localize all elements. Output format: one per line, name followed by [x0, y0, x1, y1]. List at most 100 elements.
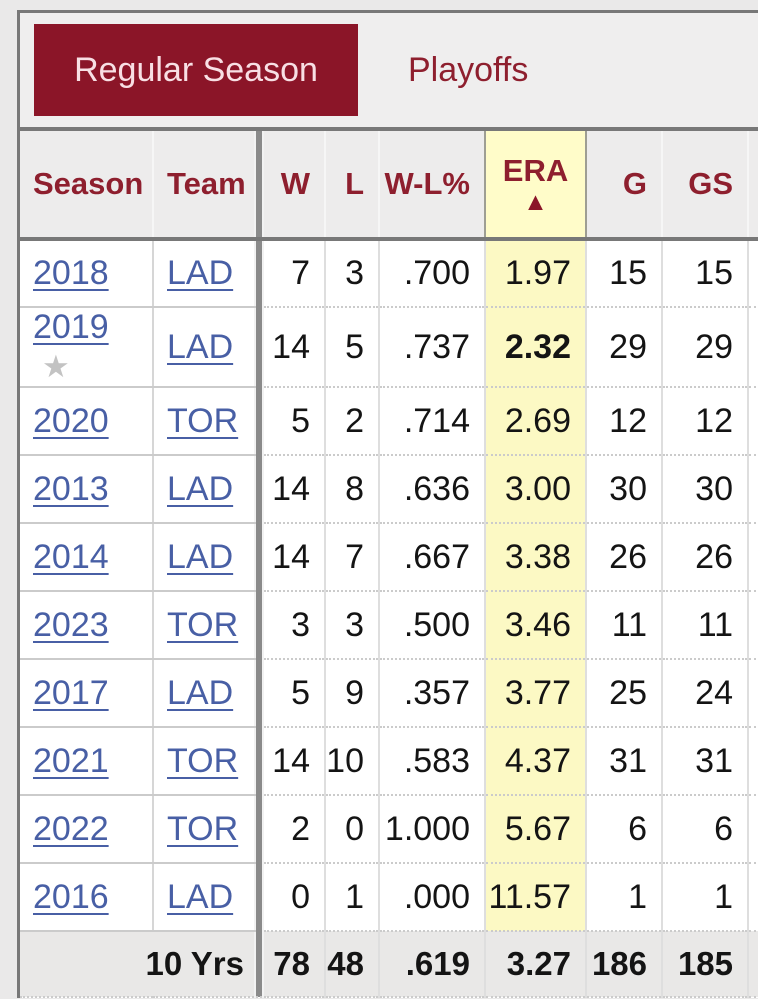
table-row: 2018 LAD 7 3 .700 1.97 15 15	[20, 239, 758, 308]
team-cell: TOR	[152, 591, 255, 660]
table-body: 2018 LAD 7 3 .700 1.97 15 15 2019 ★ LAD …	[20, 239, 758, 932]
games-started-cell: 30	[661, 455, 748, 524]
season-link[interactable]: 2022	[33, 809, 109, 848]
games-cell: 25	[585, 659, 662, 728]
table-row: 2019 ★ LAD 14 5 .737 2.32 29 29	[20, 307, 758, 388]
season-link[interactable]: 2017	[33, 673, 109, 712]
wl-pct-cell: .357	[378, 659, 485, 728]
wins-cell: 3	[262, 591, 325, 660]
games-cell: 11	[585, 591, 662, 660]
games-started-cell: 31	[661, 727, 748, 796]
column-header-partial[interactable]: G	[747, 131, 758, 241]
losses-cell: 10	[324, 727, 379, 796]
season-link[interactable]: 2016	[33, 877, 109, 916]
team-link[interactable]: LAD	[167, 469, 234, 508]
games-started-cell: 26	[661, 523, 748, 592]
games-started-cell: 29	[661, 307, 748, 388]
column-header-wl-pct[interactable]: W-L%	[378, 131, 485, 241]
column-header-losses[interactable]: L	[324, 131, 379, 241]
era-cell: 3.00	[484, 455, 586, 524]
team-link[interactable]: TOR	[167, 605, 239, 644]
games-started-cell: 15	[661, 239, 748, 308]
season-link[interactable]: 2013	[33, 469, 109, 508]
season-cell: 2016	[20, 863, 153, 932]
wl-pct-cell: .000	[378, 863, 485, 932]
partial-cell	[747, 387, 758, 456]
team-link[interactable]: LAD	[167, 537, 234, 576]
partial-cell	[747, 307, 758, 388]
team-link[interactable]: LAD	[167, 877, 234, 916]
season-link[interactable]: 2023	[33, 605, 109, 644]
games-cell: 29	[585, 307, 662, 388]
totals-losses: 48	[324, 931, 379, 998]
table-row: 2020 TOR 5 2 .714 2.69 12 12	[20, 387, 758, 456]
column-divider	[254, 795, 264, 863]
team-link[interactable]: LAD	[167, 327, 234, 366]
season-link[interactable]: 2018	[33, 254, 109, 292]
season-cell: 2019 ★	[20, 307, 153, 388]
games-cell: 6	[585, 795, 662, 864]
table-row: 2023 TOR 3 3 .500 3.46 11 11	[20, 591, 758, 660]
totals-games: 186	[585, 931, 662, 998]
season-cell: 2013	[20, 455, 153, 524]
column-header-games[interactable]: G	[585, 131, 662, 241]
era-cell: 2.69	[484, 387, 586, 456]
team-link[interactable]: TOR	[167, 741, 239, 780]
season-link[interactable]: 2019	[33, 308, 109, 346]
era-cell: 3.77	[484, 659, 586, 728]
totals-wl-pct: .619	[378, 931, 485, 998]
team-link[interactable]: LAD	[167, 254, 234, 292]
season-cell: 2020	[20, 387, 153, 456]
column-divider	[254, 455, 264, 523]
table-row: 2017 LAD 5 9 .357 3.77 25 24	[20, 659, 758, 728]
season-link[interactable]: 2020	[33, 401, 109, 440]
season-cell: 2014	[20, 523, 153, 592]
wl-pct-cell: .636	[378, 455, 485, 524]
team-link[interactable]: TOR	[167, 809, 239, 848]
totals-row: 10 Yrs 78 48 .619 3.27 186 185	[20, 931, 758, 998]
wl-pct-cell: .583	[378, 727, 485, 796]
wl-pct-cell: .714	[378, 387, 485, 456]
era-cell: 1.97	[484, 239, 586, 308]
losses-cell: 7	[324, 523, 379, 592]
column-divider	[254, 863, 264, 931]
team-cell: TOR	[152, 387, 255, 456]
totals-wins: 78	[262, 931, 325, 998]
partial-cell	[747, 795, 758, 864]
partial-cell	[747, 727, 758, 796]
tab-playoffs[interactable]: Playoffs	[408, 50, 529, 89]
losses-cell: 2	[324, 387, 379, 456]
games-started-cell: 6	[661, 795, 748, 864]
tab-regular-season[interactable]: Regular Season	[34, 24, 358, 116]
era-cell: 2.32	[484, 307, 586, 388]
team-link[interactable]: TOR	[167, 401, 239, 440]
season-link[interactable]: 2021	[33, 741, 109, 780]
totals-label: 10 Yrs	[20, 931, 255, 998]
season-cell: 2018	[20, 239, 153, 308]
season-cell: 2022	[20, 795, 153, 864]
partial-cell	[747, 659, 758, 728]
wins-cell: 14	[262, 307, 325, 388]
team-cell: LAD	[152, 863, 255, 932]
team-cell: LAD	[152, 659, 255, 728]
games-cell: 30	[585, 455, 662, 524]
column-divider	[254, 659, 264, 727]
column-header-era-sorted[interactable]: ERA ▲	[484, 131, 587, 241]
team-link[interactable]: LAD	[167, 673, 234, 712]
column-header-season[interactable]: Season	[20, 131, 153, 241]
team-cell: TOR	[152, 795, 255, 864]
totals-partial	[747, 931, 758, 998]
table-row: 2022 TOR 2 0 1.000 5.67 6 6	[20, 795, 758, 864]
era-header-label: ERA	[502, 153, 569, 188]
wins-cell: 14	[262, 727, 325, 796]
table-row: 2021 TOR 14 10 .583 4.37 31 31	[20, 727, 758, 796]
wins-cell: 2	[262, 795, 325, 864]
table-row: 2016 LAD 0 1 .000 11.57 1 1	[20, 863, 758, 932]
season-link[interactable]: 2014	[33, 537, 109, 576]
column-header-team[interactable]: Team	[152, 131, 255, 241]
wins-cell: 5	[262, 387, 325, 456]
losses-cell: 9	[324, 659, 379, 728]
team-cell: TOR	[152, 727, 255, 796]
column-header-games-started[interactable]: GS	[661, 131, 748, 241]
column-header-wins[interactable]: W	[262, 131, 325, 241]
